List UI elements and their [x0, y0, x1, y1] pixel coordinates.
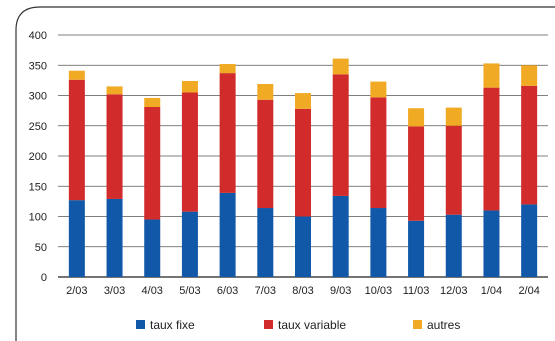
bar-autres-6-03: [219, 64, 236, 74]
y-tick-label: 200: [29, 151, 47, 163]
frame-border: [15, 6, 555, 341]
bar-autres-5-03: [181, 80, 198, 93]
legend-swatch: [264, 320, 273, 329]
x-tick-label: 4/03: [142, 285, 163, 297]
bar-taux-fixe-11-03: [408, 220, 425, 277]
legend: taux fixe taux variable autres: [136, 318, 460, 332]
y-tick-label: 150: [29, 181, 47, 193]
x-tick-label: 1/04: [481, 285, 502, 297]
x-tick-label: 2/04: [518, 285, 539, 297]
bar-taux-fixe-1-04: [483, 210, 500, 277]
bar-taux-fixe-9-03: [332, 195, 349, 277]
y-axis: 0 50 100 150 200 250 300 350 400: [29, 30, 47, 284]
bar-taux-variable-1-04: [483, 87, 500, 211]
bar-autres-12-03: [445, 107, 462, 126]
bar-taux-variable-9-03: [332, 74, 349, 196]
bar-autres-1-04: [483, 63, 500, 88]
bar-taux-fixe-3-03: [106, 198, 123, 277]
bar-autres-7-03: [257, 84, 274, 100]
bar-autres-10-03: [370, 81, 387, 98]
x-tick-label: 3/03: [104, 285, 125, 297]
bar-autres-3-03: [106, 86, 123, 95]
bar-taux-variable-6-03: [219, 73, 236, 193]
bar-taux-fixe-5-03: [181, 211, 198, 277]
legend-swatch: [413, 320, 422, 329]
bar-taux-fixe-7-03: [257, 208, 274, 277]
x-tick-label: 9/03: [330, 285, 351, 297]
bar-taux-variable-10-03: [370, 97, 387, 209]
y-tick-label: 0: [41, 272, 47, 284]
x-axis: 2/03 3/03 4/03 5/03 6/03 7/03 8/03 9/03 10/03 11/…: [66, 285, 540, 297]
y-tick-label: 100: [29, 212, 47, 224]
bar-taux-variable-4-03: [144, 106, 161, 220]
y-tick-label: 300: [29, 91, 47, 103]
bar-taux-variable-2-04: [521, 85, 538, 205]
y-tick-label: 250: [29, 121, 47, 133]
legend-label: taux variable: [278, 318, 346, 332]
bar-taux-variable-2-03: [68, 79, 85, 201]
bar-autres-9-03: [332, 58, 349, 75]
bar-taux-variable-7-03: [257, 99, 274, 209]
x-tick-label: 10/03: [365, 285, 393, 297]
bar-taux-variable-12-03: [445, 125, 462, 215]
x-tick-label: 8/03: [292, 285, 313, 297]
bar-taux-variable-11-03: [408, 126, 425, 221]
x-tick-label: 5/03: [179, 285, 200, 297]
bar-taux-variable-5-03: [181, 92, 198, 212]
bars: [68, 58, 538, 277]
bar-taux-variable-8-03: [295, 108, 311, 217]
legend-label: taux fixe: [150, 318, 195, 332]
bar-taux-fixe-4-03: [144, 219, 161, 277]
bar-autres-11-03: [408, 108, 425, 127]
bar-taux-fixe-6-03: [219, 192, 236, 277]
x-tick-label: 7/03: [255, 285, 276, 297]
legend-swatch: [136, 320, 145, 329]
bar-autres-8-03: [295, 93, 311, 109]
y-tick-label: 400: [29, 30, 47, 42]
bar-taux-fixe-2-04: [521, 204, 538, 277]
y-tick-label: 50: [35, 242, 47, 254]
x-tick-label: 12/03: [440, 285, 468, 297]
bar-taux-fixe-10-03: [370, 208, 387, 277]
bar-taux-variable-3-03: [106, 94, 123, 199]
y-tick-label: 350: [29, 60, 47, 72]
x-tick-label: 2/03: [66, 285, 87, 297]
bar-autres-2-04: [521, 65, 538, 86]
bar-taux-fixe-2-03: [68, 200, 85, 277]
bar-autres-2-03: [68, 70, 85, 80]
legend-label: autres: [427, 318, 460, 332]
x-tick-label: 6/03: [217, 285, 238, 297]
bar-taux-fixe-8-03: [295, 216, 311, 277]
bar-autres-4-03: [144, 97, 161, 107]
bar-taux-fixe-12-03: [445, 214, 462, 277]
x-tick-label: 11/03: [403, 285, 430, 297]
